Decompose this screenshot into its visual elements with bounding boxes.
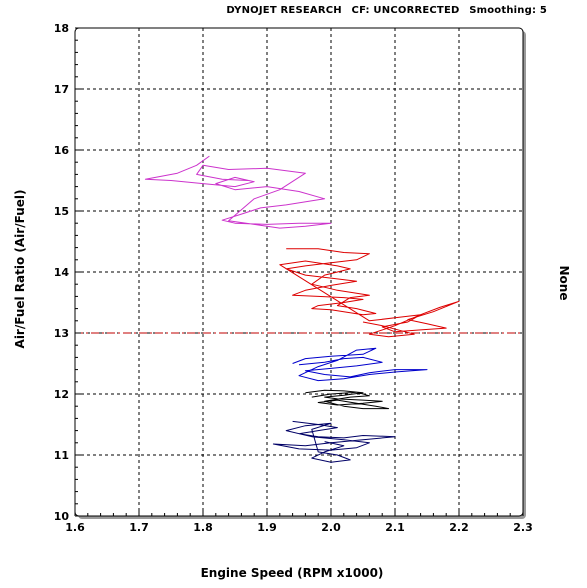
x-tick-label: 2.0: [321, 521, 341, 534]
x-tick-label: 2.3: [513, 521, 533, 534]
series-line-5: [272, 420, 396, 463]
header-correction: CF: UNCORRECTED: [351, 5, 460, 16]
series-line-2: [279, 248, 460, 338]
right-axis-title: None: [557, 266, 571, 301]
y-tick-label: 11: [54, 449, 69, 462]
x-tick-label: 2.2: [449, 521, 469, 534]
header-smoothing: Smoothing: 5: [469, 5, 547, 16]
y-tick-label: 14: [54, 266, 70, 279]
x-tick-label: 1.6: [65, 521, 85, 534]
y-tick-label: 10: [54, 510, 70, 523]
y-tick-label: 17: [54, 83, 69, 96]
y-tick-label: 13: [54, 327, 69, 340]
x-tick-label: 1.7: [129, 521, 149, 534]
y-tick-label: 12: [54, 388, 69, 401]
series-line-3: [292, 347, 428, 382]
y-tick-label: 16: [54, 144, 70, 157]
x-tick-label: 2.1: [385, 521, 405, 534]
y-tick-label: 18: [54, 22, 69, 35]
series-line-1: [144, 155, 332, 229]
x-tick-label: 1.8: [193, 521, 213, 534]
y-axis-title: Air/Fuel Ratio (Air/Fuel): [13, 190, 27, 349]
x-axis-title: Engine Speed (RPM x1000): [201, 566, 384, 580]
x-tick-label: 1.9: [257, 521, 277, 534]
y-tick-label: 15: [54, 205, 69, 218]
chart-header: DYNOJET RESEARCH CF: UNCORRECTED Smoothi…: [220, 5, 547, 16]
header-brand: DYNOJET RESEARCH: [226, 5, 342, 16]
series-line-4: [305, 389, 390, 410]
